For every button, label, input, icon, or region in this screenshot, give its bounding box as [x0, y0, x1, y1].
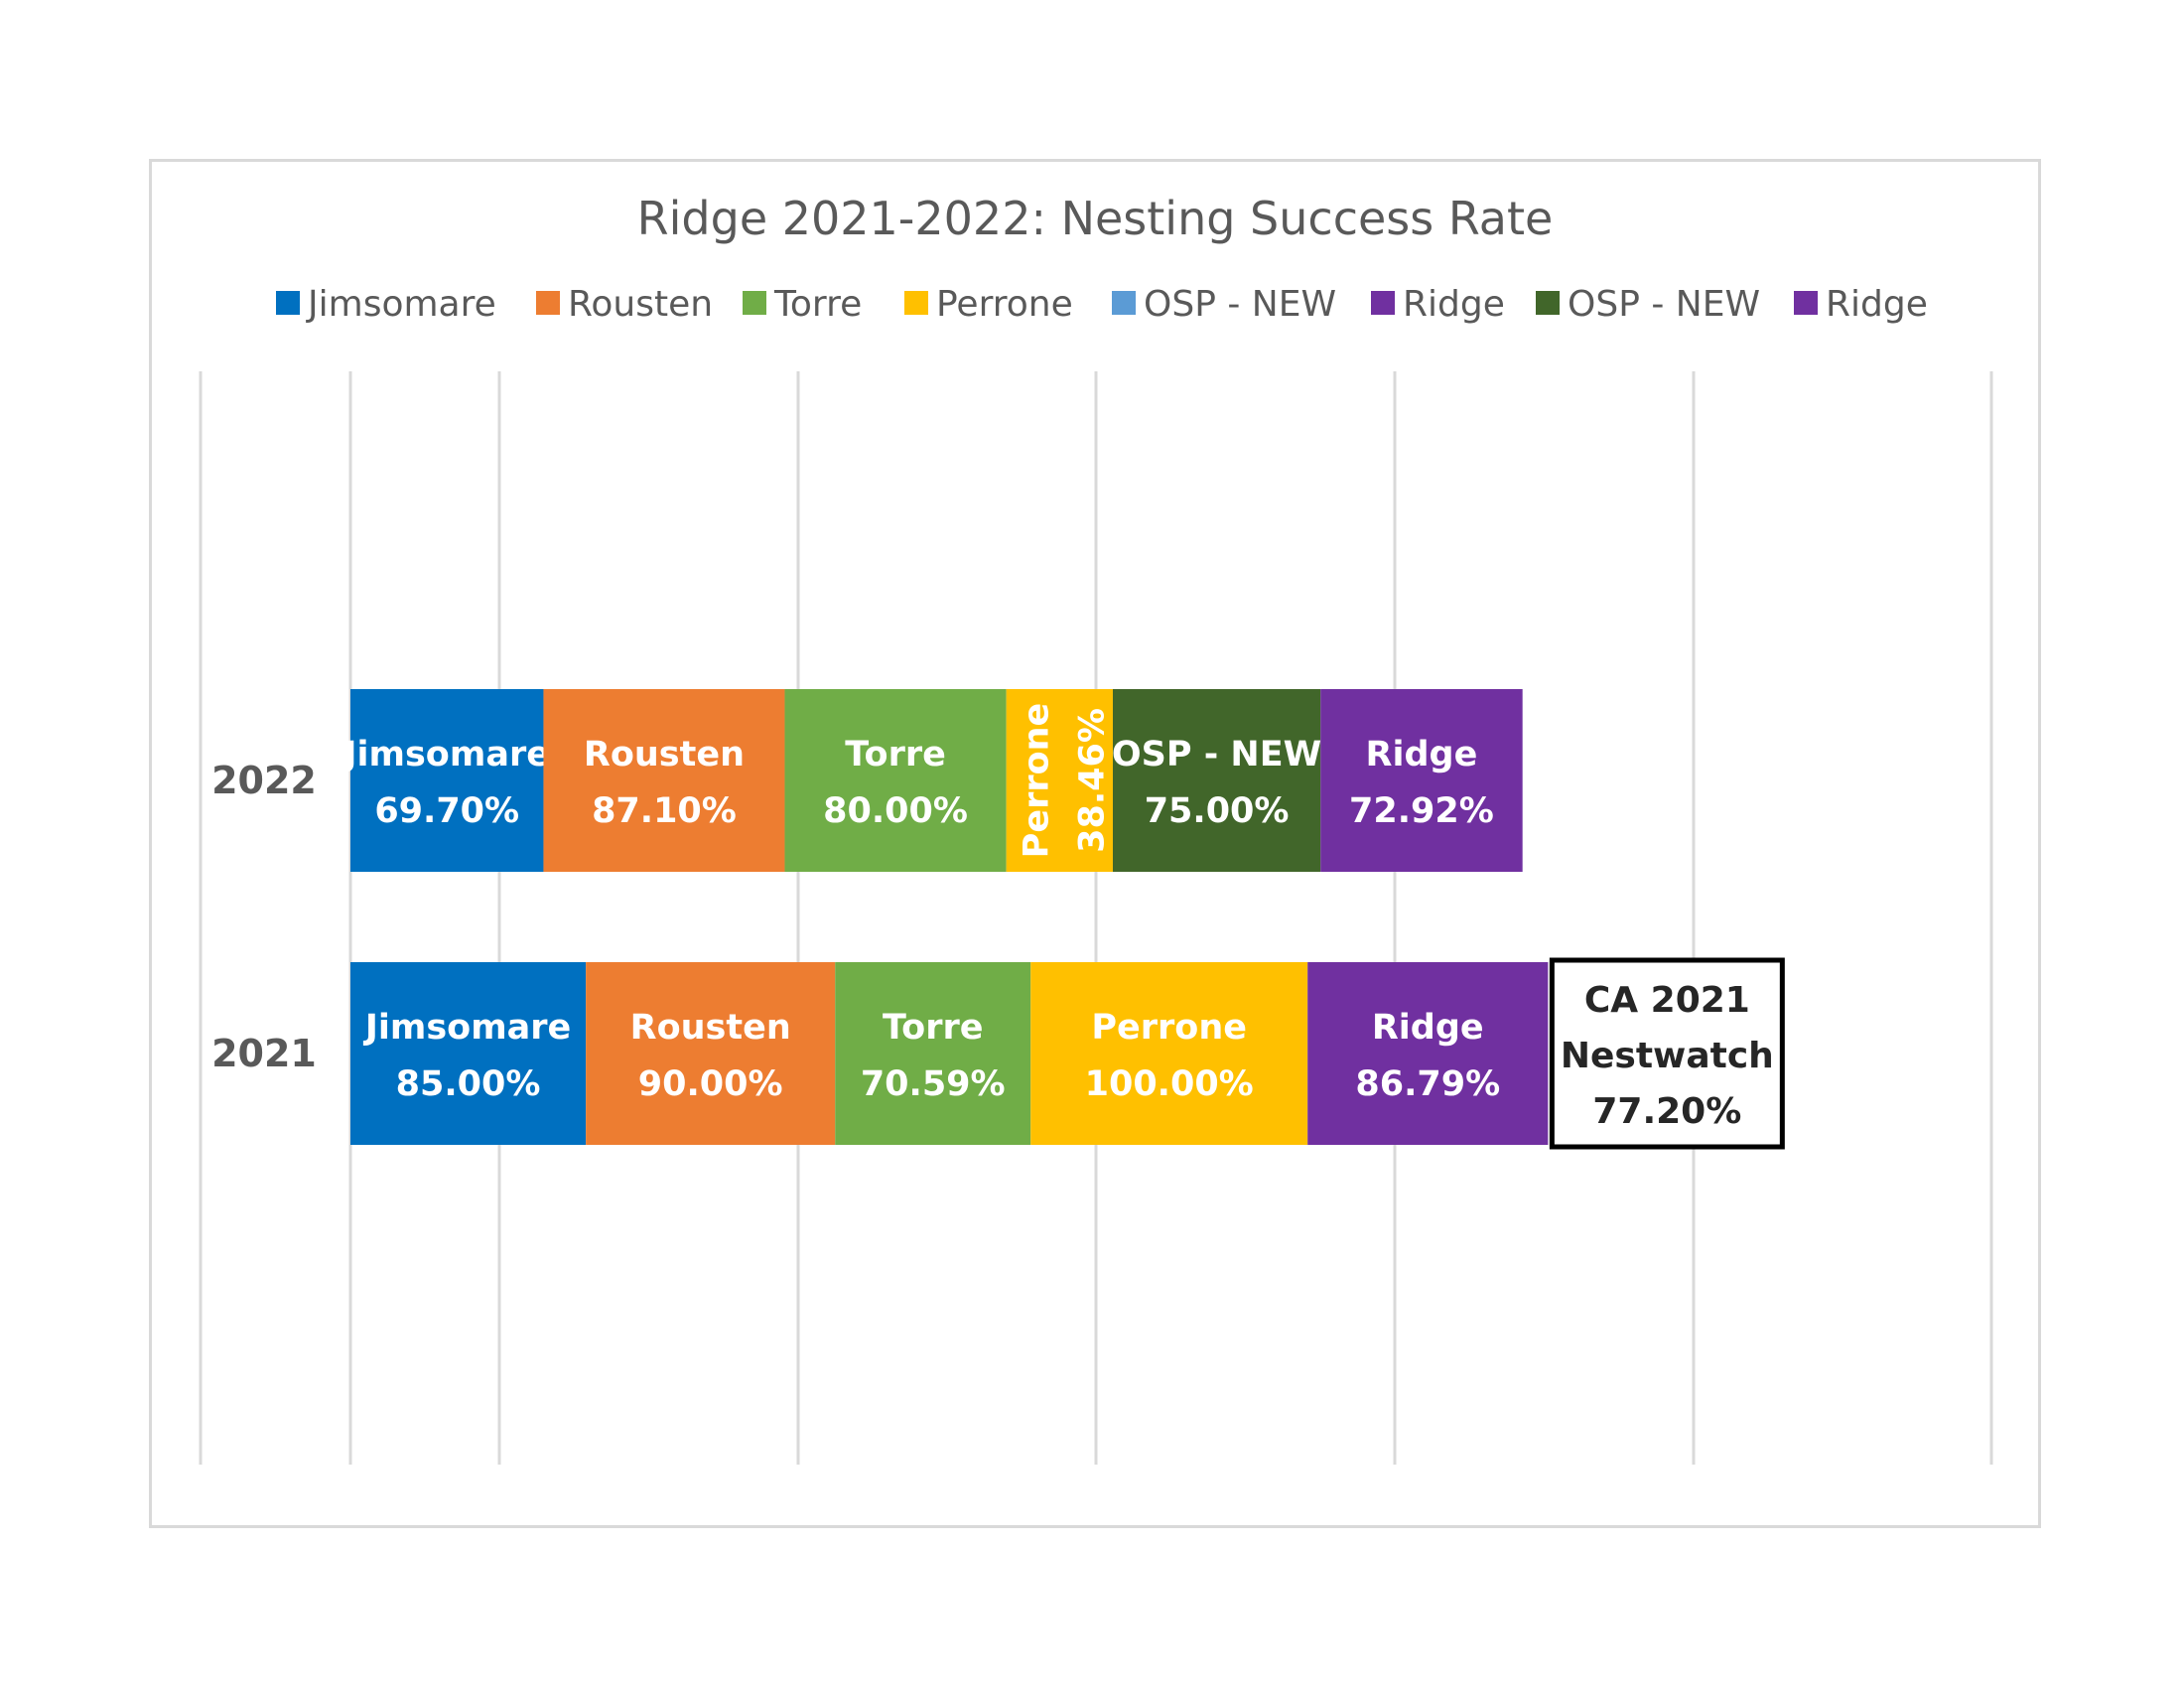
bar [784, 689, 1007, 872]
bar-segment: Perrone 100.00% [1030, 962, 1308, 1145]
bar [1006, 689, 1113, 872]
legend-label: Ridge [1826, 284, 1928, 325]
legend-label: Perrone [936, 284, 1073, 325]
legend-label: Rousten [568, 284, 713, 325]
bar-data-label: Perrone 38.46% [1017, 703, 1112, 859]
legend-item: Ridge [1794, 284, 1928, 325]
legend-swatch [743, 291, 766, 315]
callout-box [1549, 957, 1785, 1150]
bar [1030, 962, 1308, 1145]
bar-data-label: OSP - NEW 75.00% [1112, 735, 1321, 831]
legend-item: Ridge [1371, 284, 1505, 325]
legend-item: Jimsomare [276, 284, 496, 325]
legend-label: Ridge [1403, 284, 1505, 325]
bar-segment: Torre 70.59% [835, 962, 1031, 1145]
legend-item: Torre [743, 284, 862, 325]
callout-annotation: CA 2021 Nestwatch 77.20% [1549, 957, 1785, 1150]
legend-swatch [1112, 291, 1136, 315]
bar-data-label: Ridge 72.92% [1349, 735, 1494, 831]
legend-item: OSP - NEW [1536, 284, 1760, 325]
bar-segment: Rousten 90.00% [586, 962, 836, 1145]
bar-data-label: Torre 70.59% [861, 1008, 1006, 1104]
legend-item: Rousten [536, 284, 713, 325]
bar-data-label: Jimsomare 85.00% [363, 1008, 571, 1104]
category-label: 2022 [211, 759, 317, 802]
bar [1112, 689, 1321, 872]
bar-segment: Perrone 38.46% [1006, 689, 1113, 872]
legend-label: OSP - NEW [1144, 284, 1336, 325]
legend-swatch [1371, 291, 1395, 315]
callout-label: CA 2021 Nestwatch 77.20% [1561, 980, 1774, 1132]
legend-label: OSP - NEW [1568, 284, 1760, 325]
bar-segment: OSP - NEW 75.00% [1112, 689, 1321, 872]
bar [543, 689, 785, 872]
legend-swatch [536, 291, 560, 315]
bar-segment: Jimsomare 69.70% [341, 689, 550, 872]
legend-item: OSP - NEW [1112, 284, 1336, 325]
legend-label: Torre [773, 284, 862, 325]
legend-swatch [1536, 291, 1560, 315]
legend-swatch [904, 291, 928, 315]
bar-data-label: Rousten 90.00% [630, 1008, 791, 1104]
bar-segment: Ridge 72.92% [1320, 689, 1523, 872]
legend-label: Jimsomare [306, 284, 496, 325]
bar [1320, 689, 1523, 872]
legend-item: Perrone [904, 284, 1073, 325]
bar-segment: Rousten 87.10% [543, 689, 785, 872]
bar-data-label: Torre 80.00% [823, 735, 968, 831]
bars: Jimsomare 69.70% Rousten 87.10% Torre 80.00% P… [341, 689, 1549, 1145]
bar [350, 689, 544, 872]
bar-segment: Torre 80.00% [784, 689, 1007, 872]
legend: Jimsomare Rousten Torre Perrone OSP - NEW Rid… [276, 284, 1928, 325]
gridlines [199, 371, 1993, 1465]
chart-title: Ridge 2021-2022: Nesting Success Rate [637, 192, 1554, 245]
legend-swatch [1794, 291, 1818, 315]
category-label: 2021 [211, 1032, 317, 1075]
bar-data-label: Ridge 86.79% [1355, 1008, 1500, 1104]
bar [835, 962, 1031, 1145]
bar-data-label: Jimsomare 69.70% [341, 735, 549, 831]
bar-segment: Ridge 86.79% [1307, 962, 1549, 1145]
bar [586, 962, 836, 1145]
category-axis: 2022 2021 [211, 759, 317, 1075]
bar-data-label: Perrone 100.00% [1085, 1008, 1254, 1104]
bar-data-label: Rousten 87.10% [584, 735, 745, 831]
bar-segment: Jimsomare 85.00% [350, 962, 587, 1145]
legend-swatch [276, 291, 300, 315]
bar [350, 962, 587, 1145]
bar [1307, 962, 1549, 1145]
